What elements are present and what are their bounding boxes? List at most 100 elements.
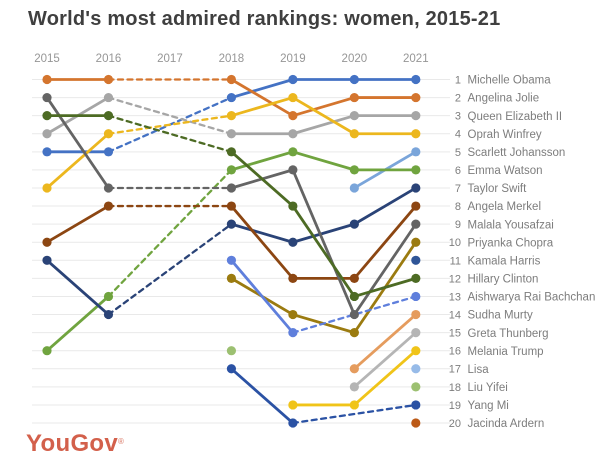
rank-number: 3 xyxy=(455,111,461,123)
series-dot-oprah-winfrey xyxy=(411,129,421,139)
series-dot-greta-thunberg xyxy=(349,382,359,392)
rank-number: 2 xyxy=(455,93,461,105)
series-line-oprah-winfrey xyxy=(107,114,233,135)
series-line-aishwarya-rai-bachchan xyxy=(291,295,417,334)
series-dot-priyanka-chopra xyxy=(349,328,359,338)
series-dot-angela-merkel xyxy=(349,273,359,283)
year-axis-label: 2020 xyxy=(342,53,368,65)
series-dot-emma-watson xyxy=(42,346,52,356)
series-dot-michelle-obama xyxy=(349,74,359,85)
series-dot-taylor-swift xyxy=(288,237,298,247)
series-dot-queen-elizabeth-ii xyxy=(42,129,52,139)
series-dot-michelle-obama xyxy=(288,74,298,85)
series-dot-kamala-harris xyxy=(411,255,421,265)
series-line-queen-elizabeth-ii xyxy=(107,96,233,135)
series-dot-queen-elizabeth-ii xyxy=(411,111,421,121)
series-dot-taylor-swift xyxy=(226,219,237,229)
series-dot-malala-yousafzai xyxy=(288,165,298,175)
year-axis-label: 2017 xyxy=(157,53,183,65)
series-dot-queen-elizabeth-ii xyxy=(349,111,359,121)
rank-number: 16 xyxy=(449,346,461,358)
series-dot-yang-mi xyxy=(288,418,298,428)
series-dot-sudha-murty xyxy=(349,364,359,374)
rank-number: 12 xyxy=(449,273,461,285)
series-dot-taylor-swift xyxy=(411,183,421,193)
series-dot-angela-merkel xyxy=(42,237,52,247)
person-name: Lisa xyxy=(468,364,490,376)
series-dot-melania-trump xyxy=(349,400,359,410)
series-dot-angelina-jolie xyxy=(411,92,421,103)
chart-title: World's most admired rankings: women, 20… xyxy=(28,8,501,30)
series-dot-hillary-clinton xyxy=(226,147,237,157)
series-line-hillary-clinton xyxy=(291,204,356,298)
series-dot-angela-merkel xyxy=(103,201,114,211)
series-line-michelle-obama xyxy=(230,78,295,99)
series-dot-liu-yifei xyxy=(226,346,237,356)
series-dot-aishwarya-rai-bachchan xyxy=(411,291,421,302)
series-dot-emma-watson xyxy=(349,165,359,175)
yougov-logo-text: YouGov xyxy=(26,430,119,457)
year-axis-label: 2019 xyxy=(280,53,306,65)
series-line-malala-yousafzai xyxy=(45,96,110,190)
year-axis-label: 2015 xyxy=(34,53,60,65)
rank-number: 10 xyxy=(449,237,461,249)
series-dot-oprah-winfrey xyxy=(226,111,237,121)
series-dot-liu-yifei xyxy=(411,382,421,392)
person-name: Oprah Winfrey xyxy=(468,129,542,141)
series-line-melania-trump xyxy=(352,349,418,407)
year-axis-label: 2021 xyxy=(403,53,429,65)
person-name: Angelina Jolie xyxy=(468,93,540,105)
series-line-angela-merkel xyxy=(230,204,295,280)
series-dot-hillary-clinton xyxy=(349,291,359,302)
series-dot-angelina-jolie xyxy=(42,74,52,85)
series-line-taylor-swift xyxy=(291,222,356,244)
series-dot-queen-elizabeth-ii xyxy=(226,129,237,139)
series-line-greta-thunberg xyxy=(352,331,418,389)
series-dot-emma-watson xyxy=(288,147,298,157)
series-line-emma-watson xyxy=(291,150,356,172)
series-line-taylor-swift xyxy=(352,186,418,226)
series-line-emma-watson xyxy=(107,168,233,298)
registered-trademark-icon: ® xyxy=(118,437,125,446)
series-line-emma-watson xyxy=(230,150,295,172)
series-line-angela-merkel xyxy=(352,204,418,280)
rank-number: 17 xyxy=(449,364,461,376)
series-line-yang-mi xyxy=(230,367,295,425)
series-line-taylor-swift xyxy=(230,222,295,244)
person-name: Jacinda Ardern xyxy=(468,418,545,430)
series-dot-angelina-jolie xyxy=(349,92,359,103)
series-line-aishwarya-rai-bachchan xyxy=(230,258,295,335)
series-dot-scarlett-johansson xyxy=(349,183,359,193)
series-dot-yang-mi xyxy=(226,364,237,374)
rank-number: 18 xyxy=(449,382,461,394)
series-dot-priyanka-chopra xyxy=(226,273,237,283)
rank-number: 1 xyxy=(455,74,461,86)
yougov-logo: YouGov® xyxy=(26,430,124,458)
person-name: Liu Yifei xyxy=(468,382,508,394)
rank-number: 19 xyxy=(449,400,461,412)
series-dot-melania-trump xyxy=(288,400,298,410)
series-line-angelina-jolie xyxy=(230,78,295,118)
series-dot-malala-yousafzai xyxy=(349,309,359,320)
series-dot-priyanka-chopra xyxy=(411,237,421,247)
series-dot-angelina-jolie xyxy=(288,111,298,121)
series-line-malala-yousafzai xyxy=(352,222,418,316)
series-dot-angelina-jolie xyxy=(226,74,237,85)
series-dot-malala-yousafzai xyxy=(411,219,421,229)
series-dot-jacinda-ardern xyxy=(411,418,421,428)
series-dot-hillary-clinton xyxy=(103,111,114,121)
series-dot-hillary-clinton xyxy=(288,201,298,211)
series-dot-aishwarya-rai-bachchan xyxy=(226,255,237,265)
series-dot-taylor-swift xyxy=(349,219,359,229)
rank-number: 5 xyxy=(455,147,461,159)
person-name: Yang Mi xyxy=(468,400,509,412)
person-name: Greta Thunberg xyxy=(468,328,549,340)
series-dot-sudha-murty xyxy=(411,309,421,320)
series-dot-oprah-winfrey xyxy=(103,129,114,139)
series-line-sudha-murty xyxy=(352,313,418,371)
person-name: Melania Trump xyxy=(468,346,544,358)
person-name: Emma Watson xyxy=(468,165,543,177)
series-dot-angela-merkel xyxy=(411,201,421,211)
